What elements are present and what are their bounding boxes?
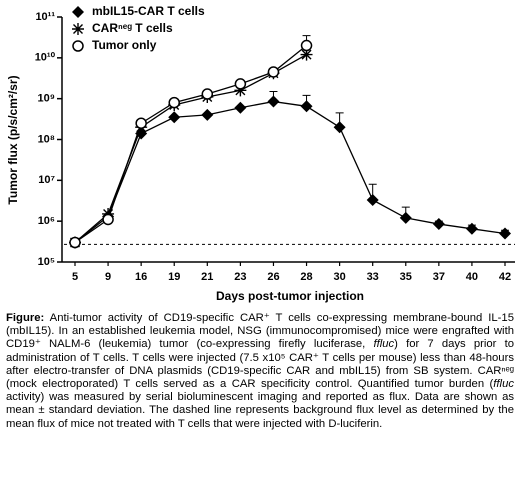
marker [499, 227, 511, 240]
y-axis-label: Tumor flux (p/s/cm²/sr) [6, 75, 20, 204]
caption-text: activity) was measured by serial biolumi… [6, 391, 514, 430]
marker [300, 48, 313, 61]
caption-text: ) for 7 days prior to administration of … [6, 338, 514, 391]
marker [267, 66, 280, 78]
y-tick-label: 10⁸ [38, 133, 55, 145]
series-line [74, 100, 506, 244]
x-tick-label: 30 [333, 271, 345, 283]
chart: Days post-tumor injection Tumor flux (p/… [6, 4, 515, 303]
x-tick-label: 23 [234, 271, 246, 283]
x-tick-label: 26 [267, 271, 279, 283]
caption-text: ffluc [373, 338, 395, 351]
x-axis-label: Days post-tumor injection [216, 289, 364, 303]
marker [366, 193, 379, 206]
marker [201, 108, 214, 121]
legend-label: mbIL15-CAR T cells [92, 4, 205, 18]
x-tick-label: 5 [72, 271, 78, 283]
x-tick-label: 33 [367, 271, 379, 283]
marker [72, 23, 84, 35]
x-tick-label: 37 [433, 271, 445, 283]
x-tick-label: 21 [201, 271, 213, 283]
y-tick-label: 10⁶ [38, 215, 55, 227]
marker [69, 236, 81, 249]
legend-label: CARⁿᵉᵍ T cells [92, 21, 173, 35]
marker [267, 95, 280, 108]
marker [333, 121, 346, 134]
y-tick-label: 10⁵ [38, 256, 55, 268]
marker [234, 84, 247, 97]
marker [234, 78, 247, 90]
series-line [74, 54, 307, 244]
x-tick-label: 40 [466, 271, 478, 283]
marker [168, 111, 181, 124]
x-tick-label: 42 [499, 271, 511, 283]
marker [300, 100, 313, 113]
marker [135, 117, 147, 130]
x-tick-label: 19 [168, 271, 180, 283]
legend-label: Tumor only [92, 38, 157, 52]
x-tick-label: 35 [400, 271, 412, 283]
marker [234, 101, 247, 114]
caption-label: Figure: [6, 312, 45, 324]
marker [465, 222, 478, 235]
x-tick-label: 9 [105, 271, 111, 283]
marker [432, 218, 445, 231]
marker [399, 211, 412, 224]
y-tick-label: 10¹⁰ [35, 52, 56, 64]
series-line [74, 45, 307, 244]
marker [102, 213, 114, 226]
x-tick-label: 16 [135, 271, 147, 283]
marker [201, 88, 214, 100]
y-tick-label: 10⁷ [38, 174, 55, 186]
marker [168, 96, 180, 109]
marker [300, 39, 313, 52]
marker [72, 6, 84, 18]
caption: Figure: Anti-tumor activity of CD19-spec… [6, 312, 514, 431]
x-tick-label: 28 [300, 271, 312, 283]
y-tick-label: 10¹¹ [35, 11, 55, 23]
caption-text: Anti-tumor activity of CD19-specific CAR… [6, 312, 514, 351]
caption-text: ffluc [493, 378, 514, 391]
marker [72, 40, 84, 52]
y-tick-label: 10⁹ [38, 93, 55, 105]
